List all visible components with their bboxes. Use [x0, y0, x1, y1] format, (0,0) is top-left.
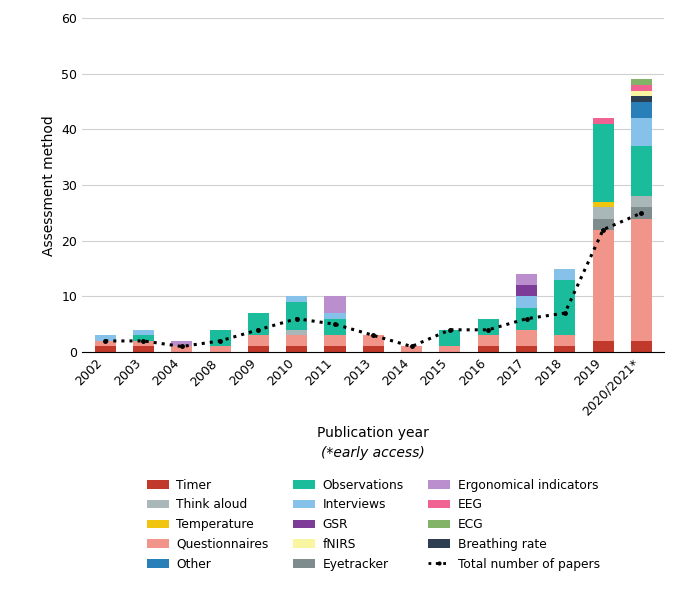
Bar: [363, 335, 384, 347]
Bar: [171, 347, 192, 352]
Bar: [210, 330, 231, 347]
Bar: [133, 347, 154, 352]
Bar: [439, 347, 460, 352]
Bar: [325, 296, 345, 313]
Bar: [248, 313, 269, 335]
Bar: [593, 219, 614, 229]
Bar: [516, 296, 537, 308]
Bar: [171, 341, 192, 347]
Bar: [554, 280, 575, 335]
Bar: [631, 80, 652, 85]
Bar: [95, 335, 116, 341]
Bar: [593, 124, 614, 202]
Bar: [210, 347, 231, 352]
Bar: [593, 118, 614, 124]
Bar: [593, 229, 614, 341]
Bar: [477, 335, 499, 347]
Bar: [516, 347, 537, 352]
Bar: [593, 208, 614, 219]
Bar: [325, 335, 345, 347]
Bar: [133, 335, 154, 341]
Bar: [325, 319, 345, 335]
Bar: [325, 313, 345, 319]
Bar: [631, 96, 652, 101]
Bar: [133, 341, 154, 347]
Bar: [631, 196, 652, 208]
Bar: [516, 274, 537, 285]
Bar: [286, 302, 308, 330]
Bar: [286, 330, 308, 335]
Bar: [95, 341, 116, 347]
Bar: [554, 347, 575, 352]
Bar: [631, 85, 652, 90]
Bar: [516, 285, 537, 296]
Bar: [286, 335, 308, 347]
Bar: [593, 341, 614, 352]
Bar: [631, 90, 652, 96]
Bar: [631, 208, 652, 219]
Bar: [554, 268, 575, 280]
Bar: [631, 219, 652, 341]
Bar: [554, 335, 575, 347]
Bar: [516, 308, 537, 330]
Y-axis label: Assessment method: Assessment method: [42, 115, 55, 256]
Text: (*early access): (*early access): [321, 446, 425, 459]
Bar: [248, 335, 269, 347]
Legend: Timer, Think aloud, Temperature, Questionnaires, Other, Observations, Interviews: Timer, Think aloud, Temperature, Questio…: [143, 475, 603, 574]
Bar: [593, 202, 614, 208]
Text: Publication year: Publication year: [317, 426, 429, 439]
Bar: [286, 296, 308, 302]
Bar: [631, 146, 652, 196]
Bar: [477, 319, 499, 335]
Bar: [439, 330, 460, 347]
Bar: [401, 347, 422, 352]
Bar: [95, 347, 116, 352]
Bar: [286, 347, 308, 352]
Bar: [363, 347, 384, 352]
Bar: [516, 330, 537, 347]
Bar: [631, 341, 652, 352]
Bar: [631, 101, 652, 118]
Bar: [477, 347, 499, 352]
Bar: [631, 118, 652, 146]
Bar: [248, 347, 269, 352]
Bar: [133, 330, 154, 335]
Bar: [325, 347, 345, 352]
